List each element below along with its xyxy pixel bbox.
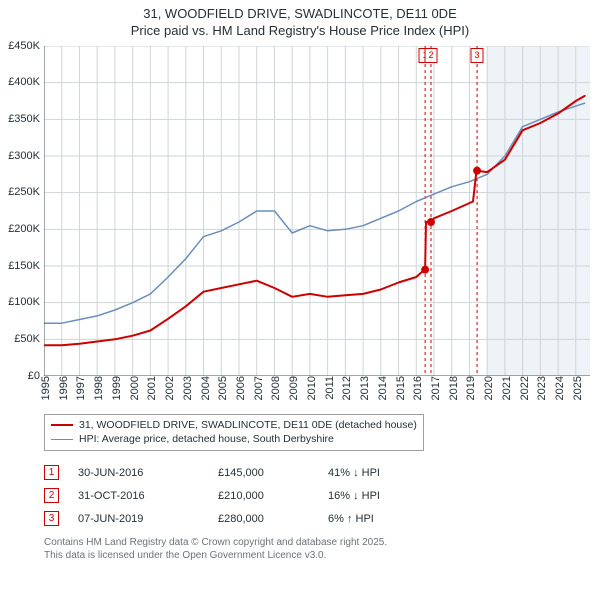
chart-container: 31, WOODFIELD DRIVE, SWADLINCOTE, DE11 0… — [0, 0, 600, 570]
sales-table: 1 30-JUN-2016£145,00041% ↓ HPI 2 31-OCT-201… — [44, 461, 590, 530]
y-tick-label: £300K — [8, 150, 44, 162]
sales-row: 1 30-JUN-2016£145,00041% ↓ HPI — [44, 461, 590, 484]
x-tick-label: 2011 — [320, 376, 336, 400]
x-tick-label: 2014 — [373, 376, 389, 400]
x-tick-label: 2017 — [426, 376, 442, 400]
sale-index-box: 3 — [44, 511, 59, 526]
x-tick-label: 2012 — [337, 376, 353, 400]
x-tick-label: 2000 — [125, 376, 141, 400]
y-tick-label: £350K — [8, 113, 44, 125]
footnote-line-2: This data is licensed under the Open Gov… — [44, 549, 590, 562]
x-tick-label: 2019 — [461, 376, 477, 400]
title-line-1: 31, WOODFIELD DRIVE, SWADLINCOTE, DE11 0… — [0, 6, 600, 23]
sale-date: 30-JUN-2016 — [78, 467, 218, 479]
sale-index-box: 1 — [44, 465, 59, 480]
x-tick-label: 2007 — [249, 376, 265, 400]
legend-swatch — [51, 439, 73, 440]
x-tick-label: 2022 — [515, 376, 531, 400]
legend-item: 31, WOODFIELD DRIVE, SWADLINCOTE, DE11 0… — [51, 418, 417, 433]
legend-item: HPI: Average price, detached house, Sout… — [51, 432, 417, 447]
x-tick-label: 2025 — [568, 376, 584, 400]
x-tick-label: 2016 — [408, 376, 424, 400]
x-tick-label: 1998 — [89, 376, 105, 400]
sale-date: 31-OCT-2016 — [78, 490, 218, 502]
x-tick-label: 2023 — [532, 376, 548, 400]
x-tick-label: 2021 — [497, 376, 513, 400]
y-tick-label: £200K — [8, 223, 44, 235]
legend-swatch — [51, 424, 73, 426]
sales-row: 3 07-JUN-2019£280,0006% ↑ HPI — [44, 507, 590, 530]
sale-price: £210,000 — [218, 490, 328, 502]
y-tick-label: £50K — [14, 333, 44, 345]
plot-area: £0£50K£100K£150K£200K£250K£300K£350K£400… — [44, 46, 590, 376]
shaded-region — [487, 46, 590, 376]
x-tick-label: 2005 — [213, 376, 229, 400]
sale-index-box: 2 — [44, 488, 59, 503]
legend: 31, WOODFIELD DRIVE, SWADLINCOTE, DE11 0… — [44, 414, 424, 451]
x-tick-label: 1997 — [71, 376, 87, 400]
x-tick-label: 2003 — [178, 376, 194, 400]
sale-marker-dot — [473, 166, 481, 174]
x-tick-label: 2024 — [550, 376, 566, 400]
footnote-line-1: Contains HM Land Registry data © Crown c… — [44, 536, 590, 549]
title-line-2: Price paid vs. HM Land Registry's House … — [0, 23, 600, 40]
x-tick-label: 2001 — [142, 376, 158, 400]
chart-svg — [44, 46, 590, 376]
x-tick-label: 2018 — [444, 376, 460, 400]
x-tick-label: 2006 — [231, 376, 247, 400]
x-tick-label: 2015 — [391, 376, 407, 400]
x-tick-label: 2020 — [479, 376, 495, 400]
x-tick-label: 1999 — [107, 376, 123, 400]
sale-delta: 6% ↑ HPI — [328, 513, 438, 525]
y-tick-label: £100K — [8, 296, 44, 308]
sale-date: 07-JUN-2019 — [78, 513, 218, 525]
x-tick-label: 2008 — [266, 376, 282, 400]
y-tick-label: £450K — [8, 40, 44, 52]
x-tick-label: 1996 — [54, 376, 70, 400]
sale-delta: 16% ↓ HPI — [328, 490, 438, 502]
x-tick-label: 2009 — [284, 376, 300, 400]
sale-marker-dot — [427, 218, 435, 226]
sale-marker-dot — [421, 265, 429, 273]
footnote: Contains HM Land Registry data © Crown c… — [44, 536, 590, 570]
title-block: 31, WOODFIELD DRIVE, SWADLINCOTE, DE11 0… — [0, 0, 600, 40]
x-tick-label: 2004 — [196, 376, 212, 400]
sale-delta: 41% ↓ HPI — [328, 467, 438, 479]
y-tick-label: £250K — [8, 186, 44, 198]
sale-marker-label: 2 — [424, 48, 437, 63]
sale-marker-label: 3 — [471, 48, 484, 63]
x-tick-label: 2013 — [355, 376, 371, 400]
x-tick-label: 2002 — [160, 376, 176, 400]
x-tick-label: 2010 — [302, 376, 318, 400]
sales-row: 2 31-OCT-2016£210,00016% ↓ HPI — [44, 484, 590, 507]
sale-price: £280,000 — [218, 513, 328, 525]
y-tick-label: £400K — [8, 76, 44, 88]
sale-price: £145,000 — [218, 467, 328, 479]
y-tick-label: £150K — [8, 260, 44, 272]
legend-label: 31, WOODFIELD DRIVE, SWADLINCOTE, DE11 0… — [79, 418, 417, 433]
legend-label: HPI: Average price, detached house, Sout… — [79, 432, 334, 447]
x-tick-label: 1995 — [36, 376, 52, 400]
